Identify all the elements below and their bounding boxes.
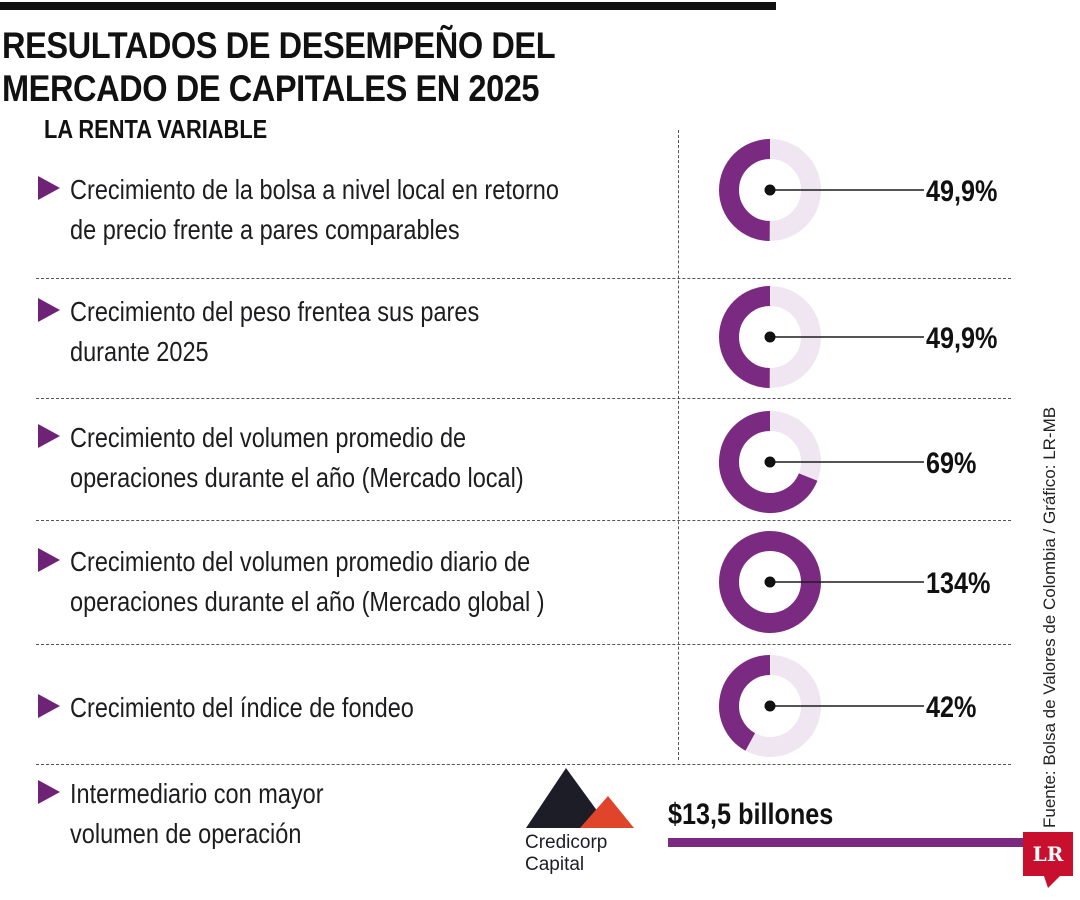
row-label-text: Crecimiento del volumen promedio de oper…	[70, 422, 524, 493]
row-label-6: Intermediario con mayor volumen de opera…	[38, 774, 678, 854]
row-label-text: Crecimiento del volumen promedio diario …	[70, 546, 545, 617]
leader-dot	[764, 456, 776, 468]
row-label-text: Crecimiento de la bolsa a nivel local en…	[70, 174, 559, 245]
lr-logo-badge: LR	[1023, 832, 1073, 876]
credicorp-logo-icon	[526, 768, 634, 828]
company-name: Credicorp Capital	[525, 832, 607, 876]
row-label-text: Crecimiento del peso frentea sus pares d…	[70, 296, 480, 367]
vertical-divider	[678, 130, 679, 760]
row-label-4: Crecimiento del volumen promedio diario …	[38, 542, 678, 622]
play-arrow-icon	[38, 694, 60, 718]
row-divider	[36, 278, 1011, 279]
play-arrow-icon	[38, 298, 60, 322]
intermediary-value: $13,5 billones	[668, 798, 834, 831]
play-arrow-icon	[38, 780, 60, 804]
value-label: 134%	[926, 566, 990, 600]
donut-arc	[719, 655, 771, 751]
leader-dot	[764, 184, 776, 196]
donut-arc	[719, 286, 771, 388]
play-arrow-icon	[38, 548, 60, 572]
row-label-1: Crecimiento de la bolsa a nivel local en…	[38, 170, 678, 250]
row-divider	[36, 764, 1011, 765]
row-label-3: Crecimiento del volumen promedio de oper…	[38, 418, 678, 498]
row-label-2: Crecimiento del peso frentea sus pares d…	[38, 292, 678, 372]
value-label: 69%	[926, 446, 976, 480]
row-divider	[36, 398, 1011, 399]
value-label: 42%	[926, 690, 976, 724]
leader-dot	[764, 700, 776, 712]
source-note: Fuente: Bolsa de Valores de Colombia / G…	[1040, 406, 1059, 828]
leader-dot	[764, 576, 776, 588]
top-rule	[0, 2, 776, 10]
leader-dot	[764, 331, 776, 343]
donut-arc	[719, 139, 771, 241]
section-subtitle: LA RENTA VARIABLE	[44, 114, 268, 144]
play-arrow-icon	[38, 176, 60, 200]
company-name-line1: Credicorp	[525, 832, 608, 853]
company-name-line2: Capital	[525, 854, 585, 875]
donut-arc	[719, 411, 818, 513]
row-label-text: Crecimiento del índice de fondeo	[70, 692, 414, 723]
row-label-5: Crecimiento del índice de fondeo	[38, 688, 678, 728]
value-label: 49,9%	[926, 321, 997, 355]
row-divider	[36, 644, 1011, 645]
play-arrow-icon	[38, 424, 60, 448]
row-divider	[36, 520, 1011, 521]
row-label-text: Intermediario con mayor volumen de opera…	[70, 778, 324, 849]
value-label: 49,9%	[926, 174, 997, 208]
chart-title: RESULTADOS DE DESEMPEÑO DEL MERCADO DE C…	[2, 25, 555, 109]
intermediary-bar	[668, 838, 1028, 847]
lr-badge-tail	[1044, 876, 1060, 888]
